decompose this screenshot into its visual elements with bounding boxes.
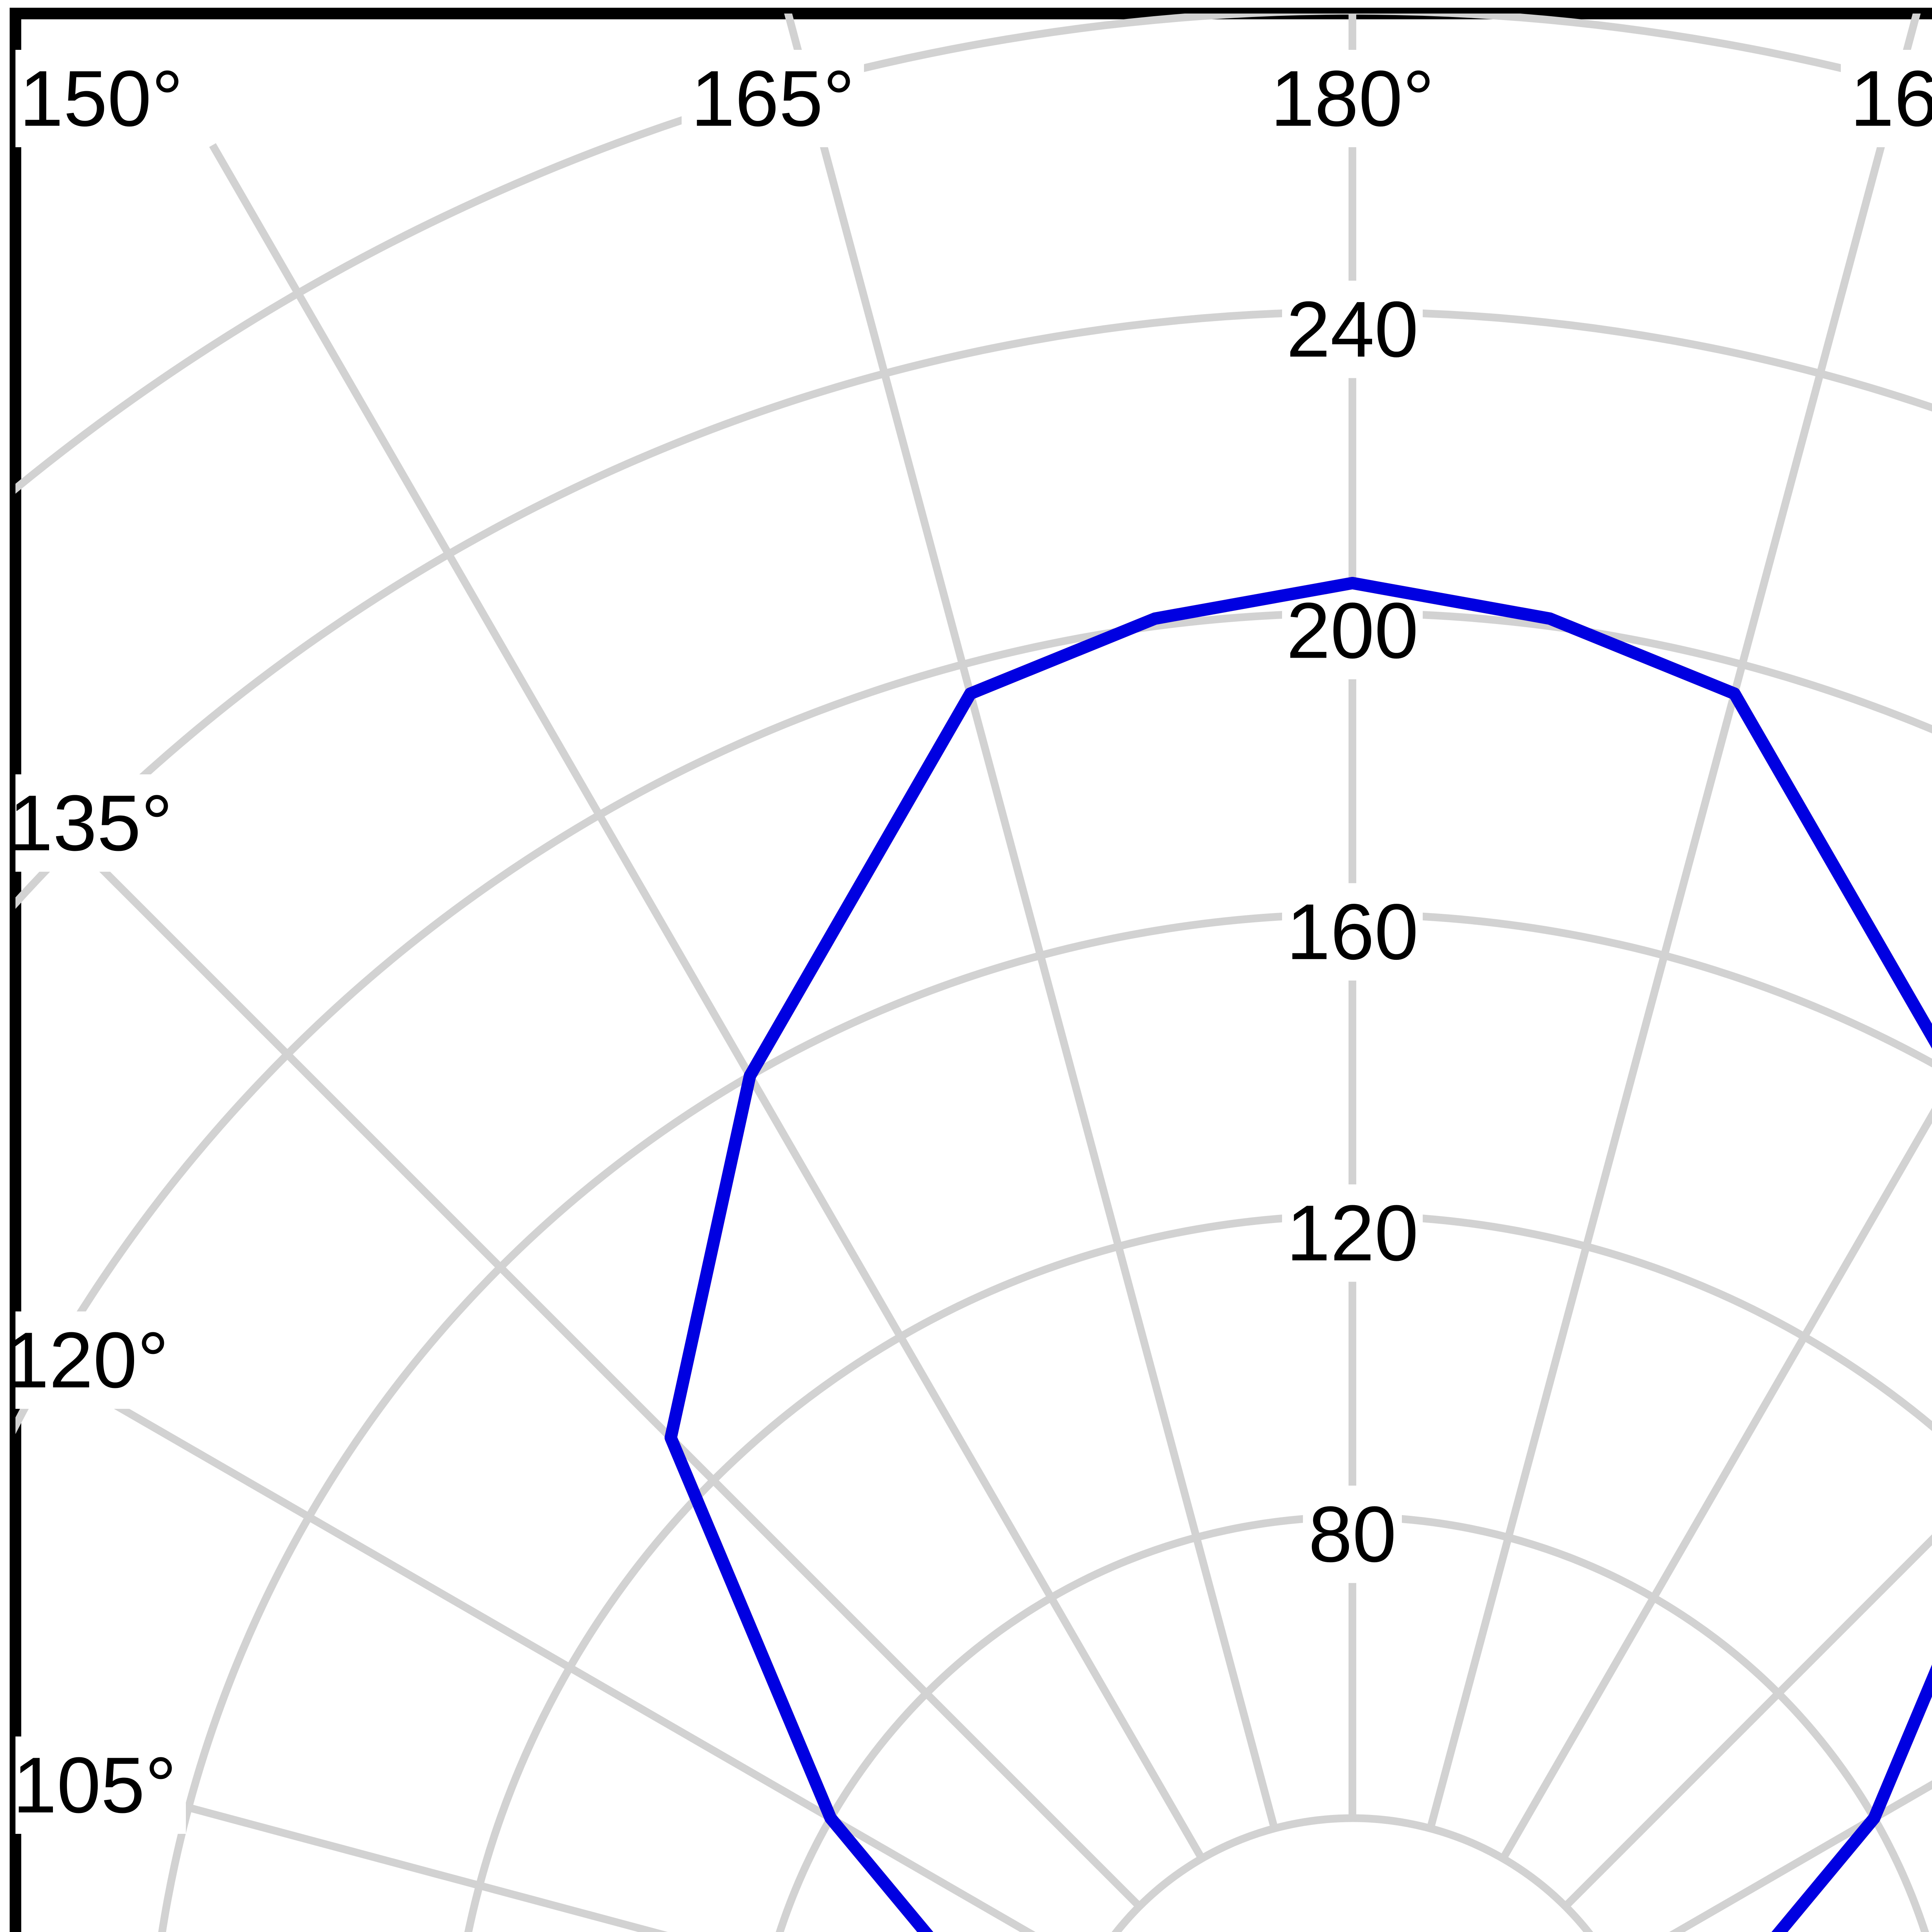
ring-label-240-gap: [1282, 281, 1423, 378]
ring-label-160-gap: [1282, 883, 1423, 981]
ring-label-200: 200: [1286, 587, 1418, 675]
angle-label-top-2-gap: [1261, 50, 1444, 147]
angle-label-left-0-gap: [15, 774, 182, 872]
angle-label-top-1: 165°: [691, 54, 855, 143]
grid-spoke-210: [209, 143, 1205, 1861]
curve-c90-c270: [664, 577, 1932, 1932]
ring-label-120-gap: [1282, 1184, 1423, 1282]
angle-label-left-2: 105°: [13, 1741, 177, 1830]
angle-label-top-3-gap: [1841, 50, 1932, 147]
ring-label-80: 80: [1308, 1490, 1396, 1578]
ring-label-80-gap: [1303, 1485, 1402, 1583]
angle-label-left-2-gap: [15, 1736, 186, 1834]
grid-spoke-165: [1427, 14, 1921, 1830]
ring-label-200-gap: [1282, 582, 1423, 679]
grid-spoke-120: [1669, 1780, 1932, 1932]
angle-label-top-3: 165°: [1850, 54, 1932, 143]
angle-label-top-0: 150°: [19, 54, 183, 143]
angle-label-left-1-gap: [15, 1311, 178, 1409]
grid-spoke-150: [1500, 1107, 1932, 1861]
grid-spoke-195: [784, 14, 1278, 1830]
ring-label-240: 240: [1286, 285, 1418, 374]
grid-spoke-225: [15, 777, 1142, 1909]
angle-label-top-0-gap: [15, 50, 192, 147]
grid-spoke-240: [15, 1343, 1036, 1932]
grid-spoke-135: [1563, 1534, 1932, 1909]
ring-label-160: 160: [1286, 888, 1418, 976]
ring-label-120: 120: [1286, 1189, 1418, 1277]
angle-label-left-0: 135°: [9, 779, 173, 867]
angle-label-left-1: 120°: [5, 1316, 169, 1405]
angle-label-top-2: 180°: [1270, 54, 1434, 143]
angle-label-top-1-gap: [682, 50, 864, 147]
